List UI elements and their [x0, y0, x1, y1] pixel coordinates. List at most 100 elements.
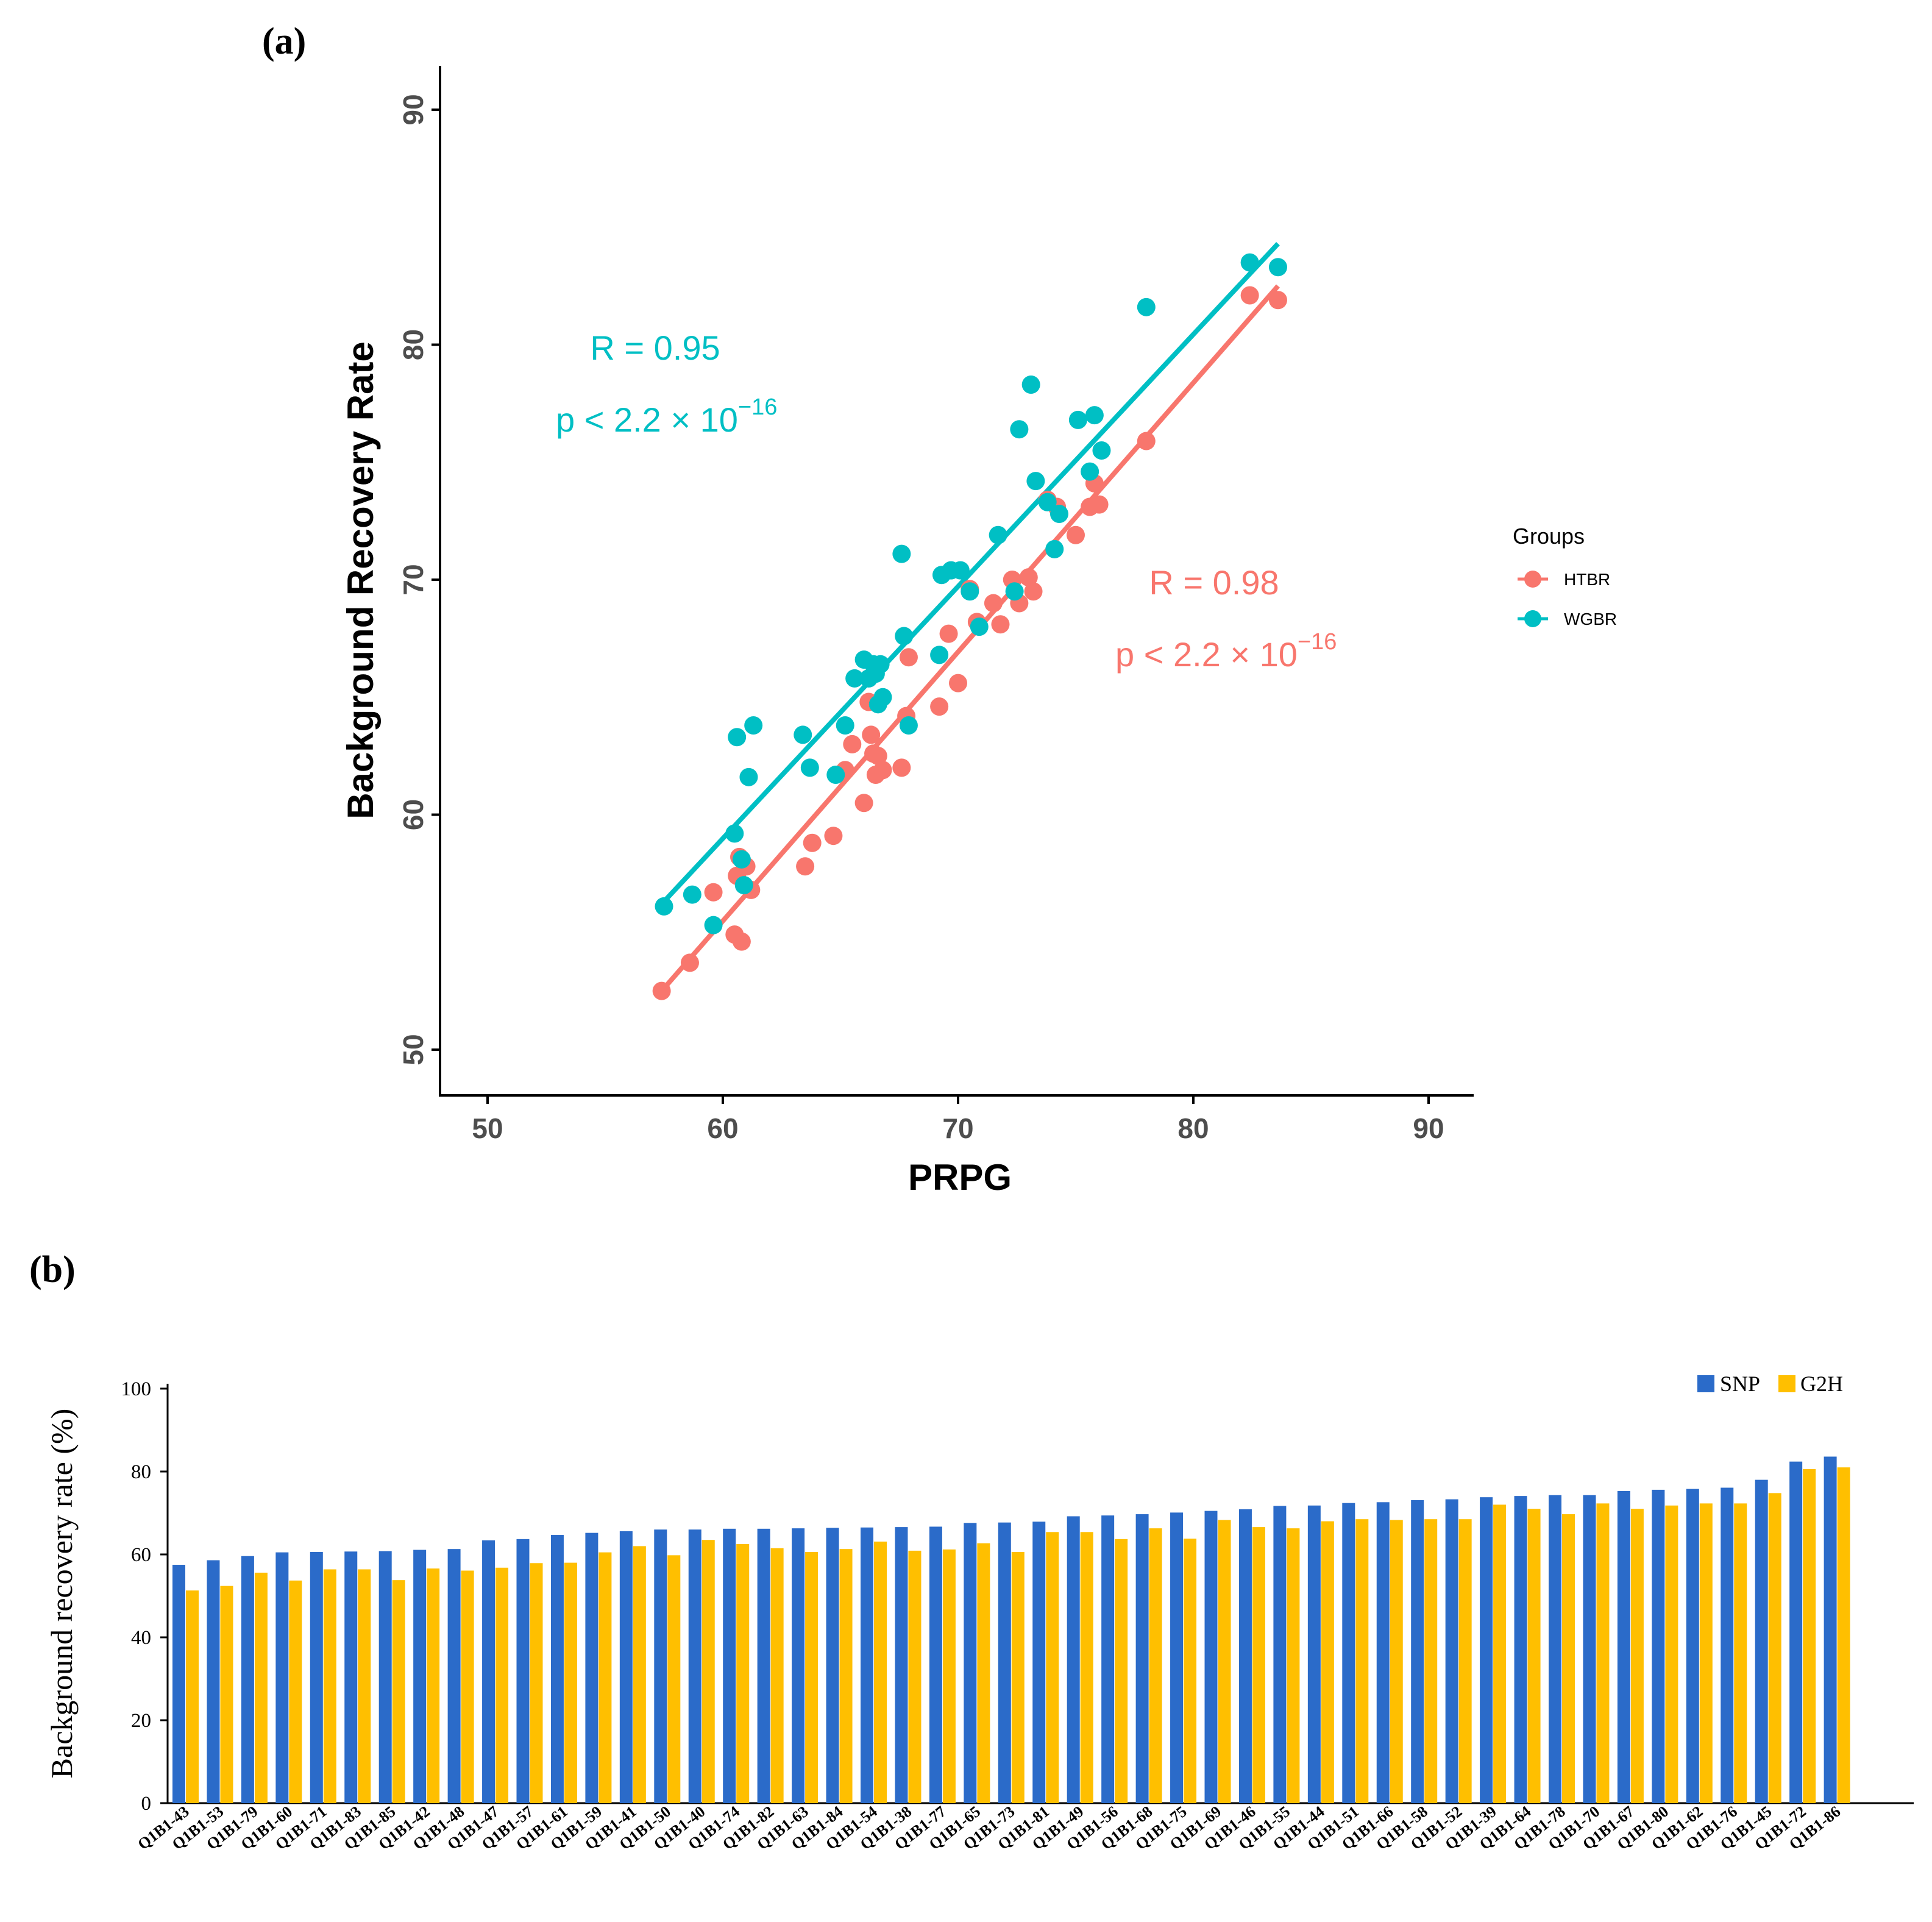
bar-snp: [998, 1522, 1011, 1803]
bar-g2h: [1218, 1520, 1231, 1803]
bar-snp: [275, 1552, 289, 1803]
htbr-point: [652, 981, 671, 1000]
htbr-point: [1137, 432, 1156, 450]
bar-snp: [1273, 1506, 1287, 1803]
y-tick-label: 20: [131, 1710, 151, 1732]
bar-snp: [413, 1550, 427, 1803]
y-tick-label: 50: [397, 1034, 429, 1065]
y-tick-label: 90: [397, 94, 429, 125]
wgbr-point: [826, 765, 845, 784]
panel-a-label: (a): [262, 21, 306, 62]
wgbr-point: [970, 618, 989, 636]
wgbr-point: [1010, 420, 1029, 439]
bar-g2h: [874, 1541, 887, 1803]
legend-title: Groups: [1513, 524, 1585, 549]
htbr-point: [1019, 568, 1038, 587]
y-tick-label: 70: [397, 564, 429, 595]
htbr-point: [732, 932, 751, 951]
htbr-r-annotation: R = 0.98: [1149, 563, 1279, 602]
wgbr-point: [1045, 539, 1064, 558]
bar-snp: [207, 1560, 220, 1803]
htbr-p-exponent: −16: [1298, 629, 1337, 655]
htbr-point: [1240, 286, 1259, 305]
wgbr-point: [845, 669, 864, 688]
wgbr-point: [951, 561, 970, 580]
bar-snp: [1376, 1502, 1390, 1803]
htbr-p-annotation: p < 2.2 × 10−16: [1115, 629, 1337, 674]
bar-snp: [619, 1531, 633, 1803]
x-tick-label: 60: [707, 1112, 738, 1144]
bar-g2h: [633, 1546, 646, 1803]
bar-snp: [1514, 1496, 1527, 1803]
bar-g2h: [598, 1552, 612, 1803]
htbr-fit-line: [659, 284, 1280, 993]
bar-g2h: [839, 1549, 853, 1803]
scatter-panel: (a) 50 60 70 80 90 50 60 70 80 90 PRPG Backgroun…: [262, 21, 1617, 1198]
wgbr-point: [989, 525, 1007, 544]
bar-snp: [241, 1556, 254, 1803]
bar-snp: [1307, 1505, 1321, 1803]
bar-snp: [482, 1540, 495, 1803]
y-axis-title: Background recovery rate (%): [44, 1409, 79, 1779]
wgbr-point: [794, 725, 812, 744]
bar-snp: [688, 1529, 701, 1803]
wgbr-point: [873, 688, 892, 707]
wgbr-point: [739, 767, 758, 786]
wgbr-point: [734, 876, 753, 895]
bar-g2h: [1287, 1528, 1300, 1803]
wgbr-point: [892, 544, 911, 563]
bar-g2h: [1184, 1539, 1197, 1803]
category-labels: Q1B1-43Q1B1-53Q1B1-79Q1B1-60Q1B1-71Q1B1-…: [134, 1803, 1844, 1853]
bar-g2h: [1630, 1509, 1644, 1803]
bar-snp: [1032, 1522, 1046, 1803]
bar-snp: [1755, 1479, 1768, 1803]
bar-g2h: [736, 1544, 750, 1803]
bar-g2h: [1390, 1520, 1403, 1803]
bar-g2h: [805, 1551, 819, 1803]
bar-snp: [172, 1565, 185, 1803]
legend: SNP G2H: [1697, 1372, 1843, 1396]
bar-g2h: [1768, 1493, 1781, 1803]
bar-snp: [1652, 1489, 1665, 1803]
bar-snp: [1342, 1503, 1355, 1803]
y-tick-label: 60: [397, 799, 429, 830]
htbr-point: [1268, 291, 1287, 310]
wgbr-point: [1092, 441, 1111, 460]
bar-g2h: [1734, 1503, 1747, 1803]
htbr-point: [1067, 525, 1085, 544]
htbr-point: [854, 794, 873, 813]
bar-g2h: [461, 1570, 474, 1803]
bar-snp: [1238, 1509, 1252, 1803]
bar-g2h: [1562, 1514, 1575, 1803]
wgbr-r-annotation: R = 0.95: [590, 329, 720, 367]
wgbr-fit-line: [659, 242, 1280, 906]
bar-snp: [1135, 1514, 1149, 1803]
bar-g2h: [220, 1586, 233, 1803]
htbr-point: [1024, 582, 1043, 601]
bar-g2h: [908, 1550, 922, 1803]
htbr-point: [939, 624, 958, 643]
wgbr-point: [895, 627, 914, 646]
wgbr-point: [1049, 505, 1068, 524]
legend-label-htbr: HTBR: [1564, 570, 1610, 589]
htbr-point: [843, 735, 862, 753]
htbr-point: [873, 761, 892, 780]
wgbr-point: [683, 885, 701, 904]
legend-label-snp: SNP: [1720, 1372, 1760, 1396]
htbr-point: [892, 758, 911, 777]
wgbr-p-exponent: −16: [738, 394, 777, 420]
bar-snp: [1824, 1456, 1837, 1803]
x-tick-label: 50: [472, 1112, 503, 1144]
bar-g2h: [701, 1540, 715, 1803]
htbr-point: [1090, 495, 1109, 514]
bar-snp: [378, 1551, 392, 1803]
htbr-point: [803, 833, 822, 852]
bar-snp: [895, 1527, 908, 1803]
wgbr-point: [725, 824, 744, 843]
wgbr-point: [836, 716, 854, 735]
x-axis-title: PRPG: [908, 1157, 1012, 1198]
bar-snp: [1583, 1495, 1596, 1803]
x-ticks: 50 60 70 80 90: [472, 1095, 1444, 1144]
wgbr-point: [728, 728, 747, 747]
